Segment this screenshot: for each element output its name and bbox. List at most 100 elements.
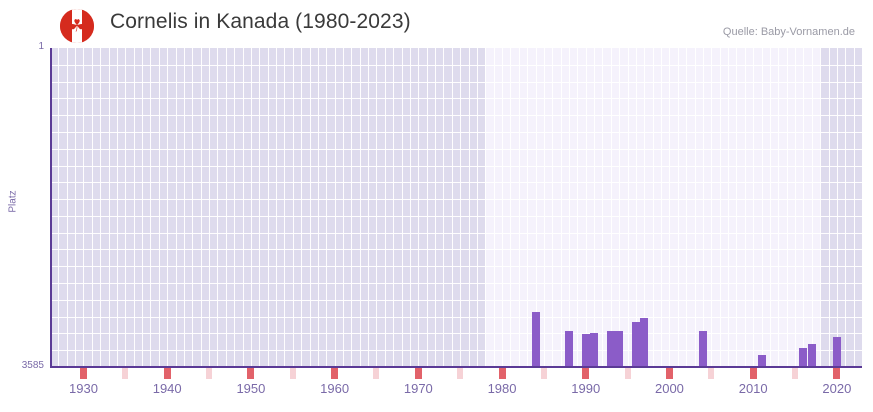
grid-line-vertical xyxy=(569,48,570,367)
grid-line-horizontal xyxy=(50,266,862,267)
grid-line-vertical xyxy=(661,48,663,367)
bar[interactable] xyxy=(631,322,640,367)
bar[interactable] xyxy=(807,343,816,367)
x-tick-minor xyxy=(122,368,129,379)
grid-line-horizontal xyxy=(50,149,862,150)
bar[interactable] xyxy=(615,330,624,367)
grid-line-vertical xyxy=(828,48,830,367)
grid-line-vertical xyxy=(677,48,679,367)
bar[interactable] xyxy=(590,333,599,367)
grid-line-vertical xyxy=(635,48,637,367)
grid-line-vertical xyxy=(460,48,462,367)
grid-line-vertical xyxy=(284,48,286,367)
grid-line-vertical xyxy=(192,48,194,367)
x-tick-minor xyxy=(373,368,380,379)
grid-line-vertical xyxy=(317,48,319,367)
grid-line-vertical xyxy=(594,48,596,367)
x-axis-tick-label: 1990 xyxy=(571,381,601,396)
bar[interactable] xyxy=(606,330,615,367)
x-axis-tick-label: 1970 xyxy=(403,381,433,396)
x-tick-minor xyxy=(540,368,547,379)
flag-band-middle xyxy=(71,9,83,43)
grid-line-horizontal xyxy=(50,65,862,66)
canada-flag-icon: ☘ xyxy=(60,9,94,43)
grid-line-vertical xyxy=(619,48,621,367)
x-axis-tick-label: 2000 xyxy=(654,381,684,396)
bar[interactable] xyxy=(799,347,808,367)
x-axis-tick-label: 2010 xyxy=(738,381,768,396)
grid-line-vertical xyxy=(502,48,504,367)
grid-line-horizontal xyxy=(50,199,862,200)
grid-line-vertical xyxy=(644,48,646,367)
grid-line-vertical xyxy=(543,48,545,367)
grid-line-vertical xyxy=(744,48,746,367)
x-axis-tick-strip xyxy=(50,368,862,379)
grid-line-vertical xyxy=(183,48,185,367)
grid-line-horizontal xyxy=(50,182,862,183)
grid-line-vertical xyxy=(276,48,278,367)
grid-line-horizontal xyxy=(50,283,862,284)
grid-line-vertical xyxy=(66,48,68,367)
grid-line-horizontal xyxy=(50,249,862,250)
maple-leaf-icon: ☘ xyxy=(69,16,85,36)
grid-line-vertical xyxy=(510,48,512,367)
grid-line-vertical xyxy=(91,48,93,367)
grid-line-vertical xyxy=(301,48,303,367)
grid-line-vertical xyxy=(485,48,487,367)
grid-line-vertical xyxy=(250,48,252,367)
grid-line-vertical xyxy=(351,48,353,367)
grid-line-horizontal xyxy=(50,216,862,217)
grid-line-vertical xyxy=(610,48,612,367)
grid-line-vertical xyxy=(58,48,60,367)
grid-line-vertical xyxy=(702,48,704,367)
grid-line-vertical xyxy=(811,48,813,367)
grid-line-vertical xyxy=(795,48,797,367)
grid-line-vertical xyxy=(853,48,855,367)
x-tick-minor xyxy=(708,368,715,379)
bar[interactable] xyxy=(565,330,573,367)
chart-plot-area xyxy=(50,48,862,367)
grid-line-horizontal xyxy=(50,233,862,234)
x-tick-major xyxy=(833,368,841,379)
chart-header: ☘ Cornelis in Kanada (1980-2023) Quelle:… xyxy=(0,0,873,46)
grid-line-vertical xyxy=(602,48,604,367)
flag-band-right xyxy=(82,9,94,43)
x-axis-tick-label: 1950 xyxy=(236,381,266,396)
grid-line-vertical xyxy=(259,48,261,367)
grid-line-vertical xyxy=(719,48,721,367)
grid-line-vertical xyxy=(652,48,654,367)
grid-line-vertical xyxy=(778,48,780,367)
grid-line-horizontal xyxy=(50,350,862,351)
bar[interactable] xyxy=(757,354,766,367)
bar[interactable] xyxy=(832,337,841,367)
bar[interactable] xyxy=(640,318,649,367)
bar[interactable] xyxy=(698,330,707,367)
grid-line-vertical xyxy=(535,48,537,367)
grid-line-horizontal xyxy=(50,333,862,334)
grid-line-vertical xyxy=(560,48,562,367)
grid-line-horizontal xyxy=(50,317,862,318)
grid-line-vertical xyxy=(368,48,370,367)
grid-line-vertical xyxy=(753,48,755,367)
grid-line-vertical xyxy=(493,48,495,367)
grid-line-vertical xyxy=(468,48,470,367)
grid-line-horizontal xyxy=(50,300,862,301)
y-axis-title: Platz xyxy=(7,190,19,213)
grid-line-vertical xyxy=(267,48,269,367)
grid-line-vertical xyxy=(686,48,688,367)
grid-line-vertical xyxy=(451,48,453,367)
x-tick-major xyxy=(665,368,673,379)
flag-band-left xyxy=(60,9,72,43)
x-axis-line xyxy=(50,366,862,368)
grid-line-vertical xyxy=(200,48,202,367)
y-axis-label-bottom: 3585 xyxy=(21,360,44,371)
grid-line-vertical xyxy=(836,48,838,367)
grid-line-vertical xyxy=(175,48,177,367)
x-tick-minor xyxy=(457,368,464,379)
grid-line-horizontal xyxy=(50,166,862,167)
bar[interactable] xyxy=(531,312,540,367)
bar[interactable] xyxy=(581,334,590,367)
x-tick-major xyxy=(247,368,255,379)
grid-line-vertical xyxy=(820,48,822,367)
